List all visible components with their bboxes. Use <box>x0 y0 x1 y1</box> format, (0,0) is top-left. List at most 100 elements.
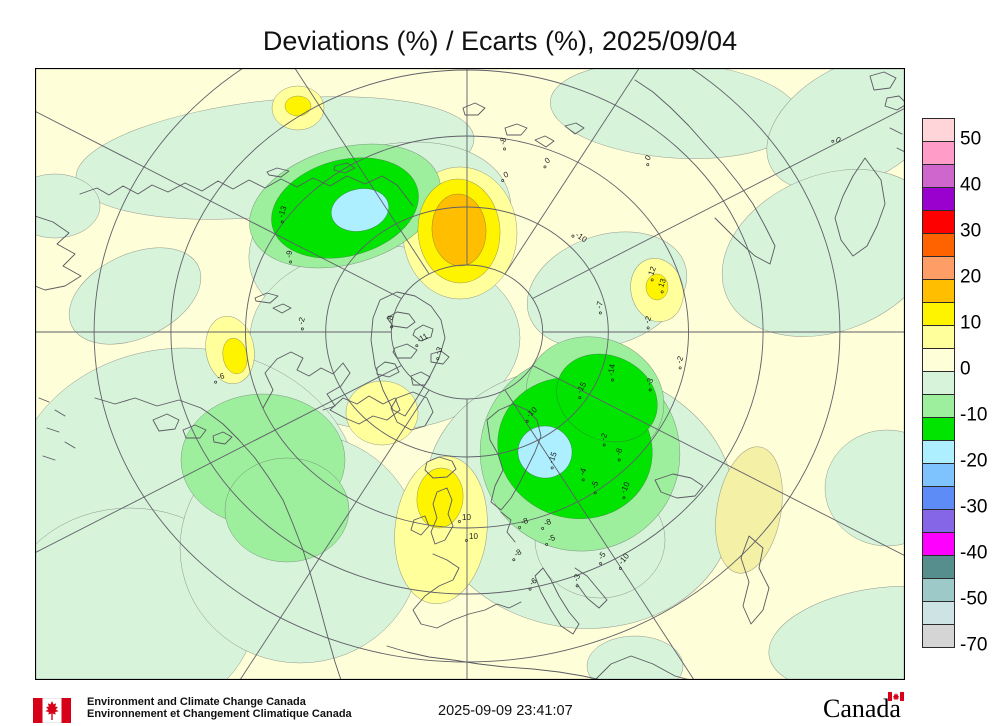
contour-label: -8 <box>543 517 553 528</box>
contour-label: -5 <box>589 479 600 489</box>
contour-label-marker <box>214 380 217 384</box>
color-scale-segment <box>922 257 955 280</box>
color-scale-segment <box>922 395 955 418</box>
color-scale-segment <box>922 533 955 556</box>
color-scale-segment <box>922 372 955 395</box>
coastlines <box>35 71 905 680</box>
contour-label-marker <box>648 388 652 392</box>
contour-label-marker <box>581 478 585 482</box>
contour-label-marker <box>611 378 614 382</box>
contour-label: 0 <box>643 153 653 162</box>
color-scale-segment <box>922 234 955 257</box>
contour-label: -14 <box>606 363 617 376</box>
color-scale <box>922 118 955 648</box>
agency-name-en: Environment and Climate Change Canada <box>87 696 306 708</box>
contour-label-marker <box>390 325 393 329</box>
contour-label-marker <box>518 525 522 529</box>
contour-label-marker <box>575 584 579 588</box>
contour-label-marker <box>646 326 650 330</box>
map-canvas: -13-9-6-2-11-3-800-8-1000-10-15-15-14-4-… <box>35 68 905 680</box>
canada-wordmark: Canada <box>823 692 904 724</box>
contour-fill-regions <box>35 68 905 680</box>
color-scale-tick-label: -50 <box>960 588 988 610</box>
contour-label: -8 <box>385 314 395 323</box>
contour-label-marker <box>618 567 622 570</box>
color-scale-tick-label: 0 <box>960 358 971 380</box>
contour-label: 12 <box>646 265 658 277</box>
contour-label: -6 <box>528 576 540 588</box>
contour-label: 10 <box>462 513 471 522</box>
contour-label-marker <box>593 491 597 495</box>
contour-label-marker <box>599 562 602 565</box>
contour-label: 10 <box>469 532 478 541</box>
contour-label-marker <box>415 344 419 348</box>
contour-label: -6 <box>216 371 226 382</box>
color-scale-segment <box>922 602 955 625</box>
color-scale-tick-label: 30 <box>960 220 982 242</box>
color-scale-tick-label: -10 <box>960 404 988 426</box>
contour-label: -9 <box>284 249 294 258</box>
contour-label: 0 <box>502 170 510 180</box>
longitude-line <box>35 365 402 554</box>
contour-label: -3 <box>644 376 655 386</box>
color-scale-tick-label: -20 <box>960 450 988 472</box>
contour-label: -3 <box>571 572 582 582</box>
color-scale-segment <box>922 579 955 602</box>
footer: Environment and Climate Change Canada En… <box>0 690 1000 726</box>
deviation-map: -13 -9 -6 -2 -11 -3 -8 0 0 -8 -10 0 0 -10 -15 -15 -14 -4-… <box>35 68 905 680</box>
contour-label: -7 <box>594 300 605 310</box>
color-scale-segment <box>922 165 955 188</box>
color-scale-tick-label: -30 <box>960 496 988 518</box>
contour-label-marker <box>602 443 606 447</box>
contour-label-marker <box>578 396 582 400</box>
color-scale-segment <box>922 188 955 211</box>
color-scale-segment <box>922 625 955 648</box>
color-scale-tick-label: 10 <box>960 312 982 334</box>
contour-label: -2 <box>642 314 653 324</box>
contour-label: -2 <box>674 354 685 364</box>
agency-name-fr: Environnement et Changement Climatique C… <box>87 707 352 720</box>
contour-label-marker <box>598 311 602 315</box>
longitude-line <box>504 68 640 275</box>
map-frame <box>35 68 905 680</box>
color-scale-tick-label: -40 <box>960 542 988 564</box>
contour-label: -2 <box>296 316 307 326</box>
contour-label-marker <box>300 327 304 331</box>
contour-label-marker <box>501 179 505 182</box>
contour-label: -5 <box>547 533 557 544</box>
contour-label-marker <box>650 278 654 282</box>
contour-label: 0 <box>834 135 843 145</box>
contour-label-marker <box>280 220 284 224</box>
contour-label: -8 <box>513 547 524 559</box>
contour-label: -13 <box>276 204 288 218</box>
contour-label: -8 <box>520 516 530 527</box>
contour-label-marker <box>525 419 529 423</box>
page-title: Deviations (%) / Ecarts (%), 2025/09/04 <box>262 26 738 56</box>
agency-name: Environment and Climate Change Canada En… <box>87 696 352 720</box>
contour-label-marker <box>617 458 621 462</box>
contour-label-marker <box>503 147 506 151</box>
contour-label: -3 <box>433 345 445 356</box>
contour-label-marker <box>528 587 532 591</box>
canada-flag-icon <box>33 698 71 723</box>
contour-label-marker <box>545 542 549 546</box>
color-scale-segment <box>922 118 955 142</box>
color-scale-segment <box>922 510 955 533</box>
color-scale-labels: 50 40 30 20 10 0 -10 -20 -30 -40 -50 -70 <box>960 118 1000 658</box>
longitude-line <box>35 110 402 299</box>
contour-label-marker <box>622 496 626 500</box>
contour-label-marker <box>512 558 516 562</box>
contour-label-marker <box>289 260 292 264</box>
contour-label-marker <box>543 165 547 169</box>
contour-label-marker <box>646 163 650 167</box>
color-scale-segment <box>922 418 955 441</box>
longitude-line <box>239 389 430 680</box>
contour-label: -2 <box>598 431 609 441</box>
longitude-line <box>532 365 905 557</box>
contour-label-marker <box>541 526 545 530</box>
contour-label-marker <box>458 520 461 523</box>
contour-label-marker <box>436 357 440 361</box>
longitude-line <box>532 107 905 299</box>
contour-label: -8 <box>613 446 624 456</box>
